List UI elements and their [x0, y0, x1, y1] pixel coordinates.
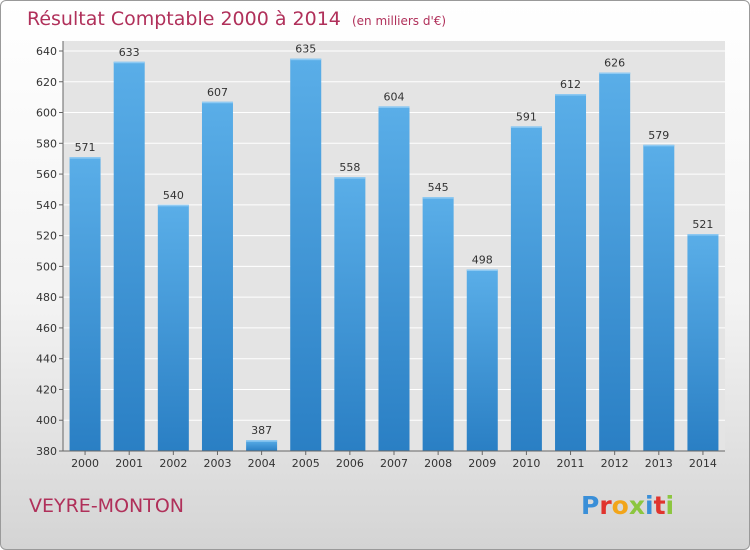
bar [510, 126, 542, 451]
bar [201, 101, 233, 452]
y-tick-label: 500 [36, 260, 57, 273]
bar [643, 144, 675, 451]
bar-highlight [334, 177, 366, 179]
bar-highlight [422, 197, 454, 199]
bar [69, 157, 101, 451]
x-tick-label: 2000 [71, 457, 99, 470]
logo-letter: i [665, 491, 675, 520]
bar-highlight [687, 234, 719, 236]
x-tick-label: 2009 [468, 457, 496, 470]
bar-layer: 571 633 540 607 387 635 558 604 545 498 591 612 626 5… [69, 43, 719, 452]
proxiti-logo: Proxiti [581, 491, 674, 520]
bar-highlight [113, 61, 145, 64]
data-label: 540 [163, 189, 184, 202]
logo-letter: t [653, 491, 666, 520]
bar [113, 61, 145, 452]
x-tick-label: 2008 [424, 457, 452, 470]
bar-highlight [599, 72, 631, 75]
y-tick-label: 640 [36, 45, 57, 58]
title-block: Résultat Comptable 2000 à 2014 (en milli… [27, 8, 446, 30]
data-label: 612 [560, 78, 581, 91]
bar-highlight [290, 58, 322, 61]
bar-highlight [510, 126, 542, 128]
x-tick-label: 2004 [248, 457, 276, 470]
bar [334, 177, 366, 451]
bar-highlight [69, 157, 101, 159]
y-tick-label: 520 [36, 230, 57, 243]
y-tick-label: 400 [36, 414, 57, 427]
x-tick-label: 2006 [336, 457, 364, 470]
chart-unit: (en milliers d'€) [351, 14, 447, 28]
x-tick-label: 2003 [203, 457, 231, 470]
bar-highlight [201, 101, 233, 104]
bar [555, 94, 587, 452]
bar-highlight [643, 144, 675, 147]
chart-title: Résultat Comptable 2000 à 2014 [27, 8, 341, 30]
bar-highlight [466, 269, 498, 271]
data-label: 579 [648, 129, 669, 142]
y-tick-label: 480 [36, 291, 57, 304]
town-name: VEYRE-MONTON [29, 495, 185, 517]
y-tick-label: 580 [36, 137, 57, 150]
data-label: 558 [339, 161, 360, 174]
data-label: 591 [516, 110, 537, 123]
data-label: 521 [692, 218, 713, 231]
bar-highlight [246, 440, 278, 442]
data-label: 626 [604, 57, 625, 70]
x-tick-label: 2002 [159, 457, 187, 470]
y-tick-label: 560 [36, 168, 57, 181]
logo-letter: x [628, 491, 645, 520]
x-tick-label: 2010 [512, 457, 540, 470]
bar-highlight [555, 94, 587, 96]
bar-highlight [157, 204, 189, 207]
x-tick-label: 2011 [557, 457, 585, 470]
x-tick-label: 2007 [380, 457, 408, 470]
bar [422, 197, 454, 451]
axis-layer: 380 400 420 440 460 480 500 520 540 560 580 600 620 6… [36, 41, 725, 470]
bar [687, 234, 719, 451]
x-tick-label: 2012 [601, 457, 629, 470]
data-label: 387 [251, 424, 272, 437]
y-tick-label: 620 [36, 76, 57, 89]
y-tick-label: 540 [36, 199, 57, 212]
data-label: 545 [428, 181, 449, 194]
bar [599, 72, 631, 452]
bar-highlight [378, 106, 410, 108]
data-label: 498 [472, 253, 493, 266]
y-tick-label: 600 [36, 107, 57, 120]
y-tick-label: 420 [36, 383, 57, 396]
x-tick-label: 2005 [292, 457, 320, 470]
logo-letter: i [645, 491, 654, 520]
logo-letter: o [611, 491, 629, 520]
logo-letter: r [599, 491, 612, 520]
bar [378, 106, 410, 451]
bar [246, 440, 278, 451]
bar [157, 204, 189, 451]
data-label: 633 [119, 46, 140, 59]
bar [466, 269, 498, 451]
y-tick-label: 460 [36, 322, 57, 335]
bar [290, 58, 322, 451]
y-tick-label: 440 [36, 353, 57, 366]
x-tick-label: 2013 [645, 457, 673, 470]
logo-letter: P [581, 491, 600, 520]
data-label: 635 [295, 43, 316, 56]
y-tick-label: 380 [36, 445, 57, 458]
x-tick-label: 2014 [689, 457, 717, 470]
data-label: 571 [75, 141, 96, 154]
data-label: 607 [207, 86, 228, 99]
x-tick-label: 2001 [115, 457, 143, 470]
data-label: 604 [384, 90, 405, 103]
